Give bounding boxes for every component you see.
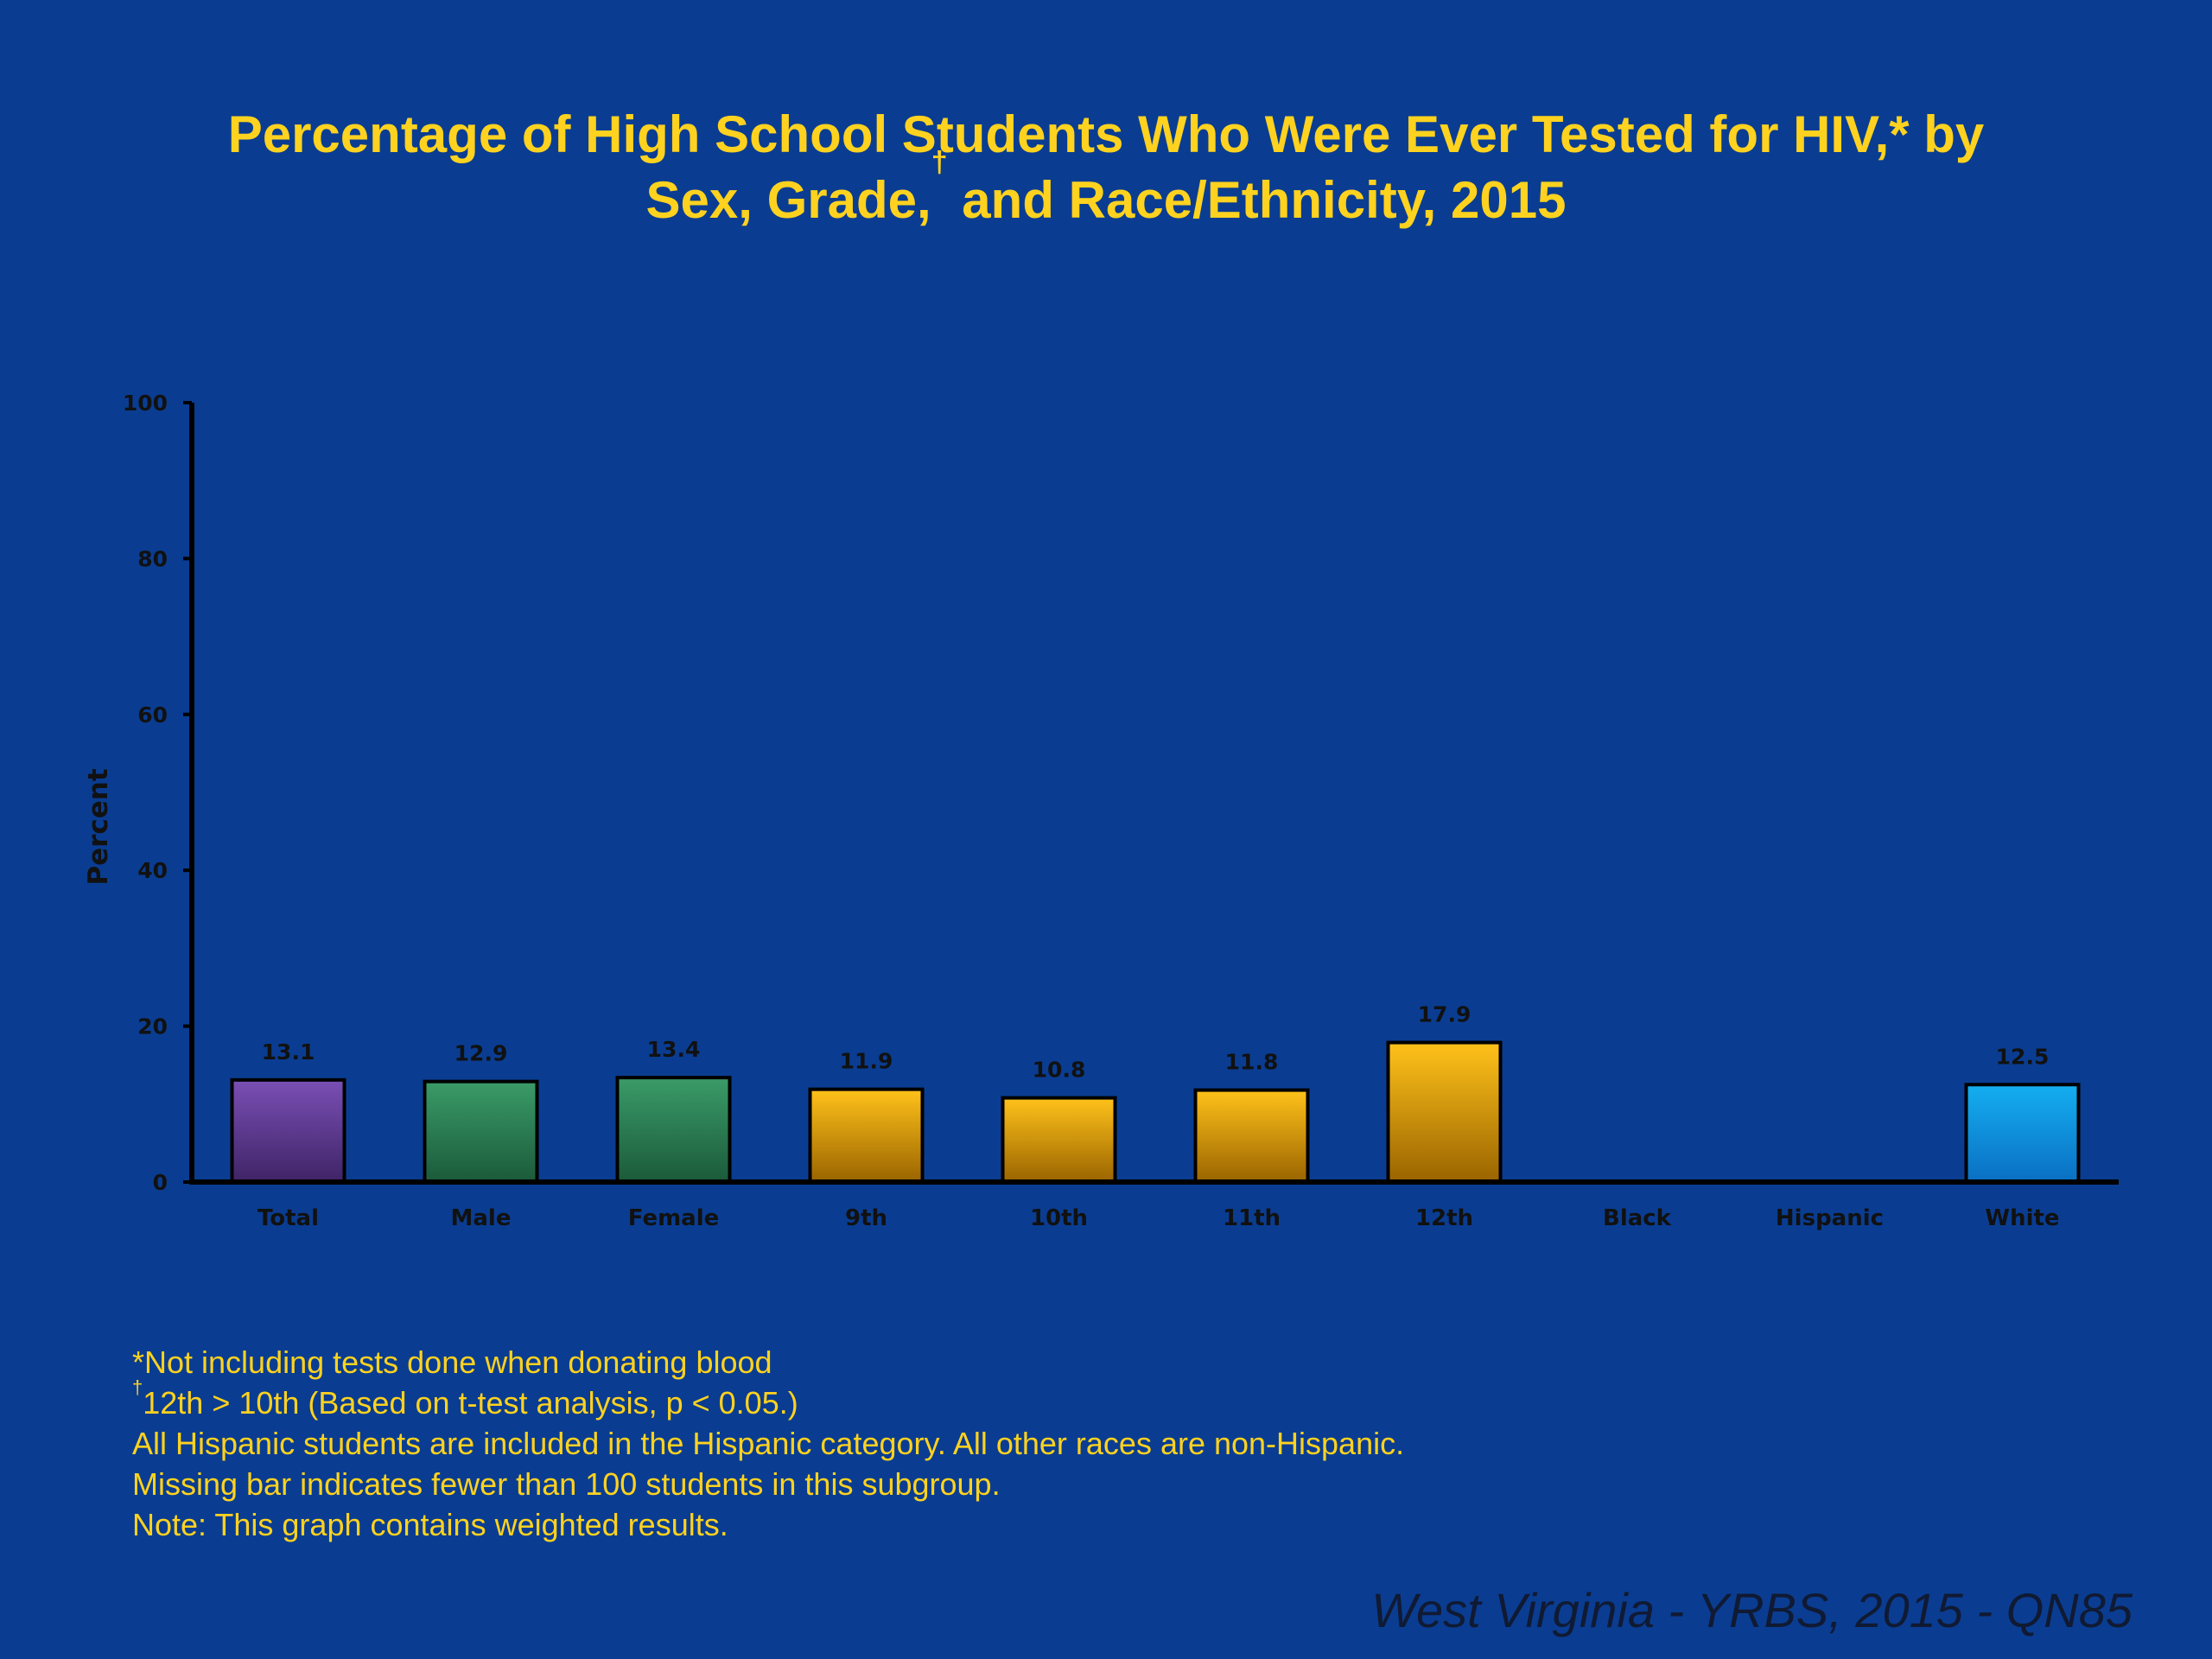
y-tick-label-0: 0 [153,1170,168,1195]
category-label-female: Female [628,1205,720,1231]
category-label-black: Black [1603,1205,1672,1231]
dagger-mark: † [931,146,948,179]
value-label-white: 12.5 [1996,1044,2050,1069]
category-label-total: Total [257,1205,319,1231]
value-label-9th: 11.9 [840,1049,893,1074]
bar-10th [1001,1096,1117,1184]
bar-white [1964,1083,2081,1184]
value-label-12th: 17.9 [1418,1002,1471,1027]
category-label-12th: 12th [1415,1205,1473,1231]
bar-12th [1386,1040,1503,1184]
chart-title-line2-part1: Sex, Grade, [645,171,931,229]
value-label-11th: 11.8 [1225,1050,1279,1075]
footnotes: *Not including tests done when donating … [132,1342,1404,1545]
chart-title-line1: Percentage of High School Students Who W… [227,105,1985,163]
chart-title-line2: Sex, Grade,† and Race/Ethnicity, 2015 [0,148,2212,233]
footnote-3: All Hispanic students are included in th… [132,1426,1405,1461]
y-axis-title: Percent [83,768,114,886]
value-label-total: 13.1 [262,1039,315,1065]
category-label-9th: 9th [845,1205,887,1231]
category-label-10th: 10th [1030,1205,1088,1231]
footnote-4: Missing bar indicates fewer than 100 stu… [132,1466,1001,1502]
labels: 13.1 Total 12.9 Male 13.4 Female 11.9 9th 10.8 10… [83,391,2060,1231]
source-label: West Virginia - YRBS, 2015 - QN85 [1371,1583,2133,1637]
bars [230,1040,2081,1185]
chart-title-line2-part2: and Race/Ethnicity, 2015 [947,171,1567,229]
footnote-1: *Not including tests done when donating … [132,1344,772,1380]
footnote-5: Note: This graph contains weighted resul… [132,1507,728,1542]
y-tick-label-20: 20 [137,1014,168,1039]
chart-title: Percentage of High School Students Who W… [0,102,2212,233]
bar-9th [808,1087,925,1184]
bar-male [423,1079,539,1184]
y-tick-label-80: 80 [137,546,168,571]
y-tick-label-60: 60 [137,702,168,728]
y-tick-label-40: 40 [137,858,168,883]
bar-female [615,1076,732,1184]
footnote-2-dagger: † [132,1376,143,1398]
category-label-male: Male [451,1205,512,1231]
category-label-hispanic: Hispanic [1776,1205,1884,1231]
category-label-11th: 11th [1223,1205,1281,1231]
bar-total [230,1077,346,1185]
y-tick-label-100: 100 [123,391,168,416]
value-label-10th: 10.8 [1033,1058,1086,1083]
value-label-male: 12.9 [454,1041,508,1066]
bar-11th [1193,1088,1310,1184]
category-label-white: White [1985,1205,2059,1231]
value-label-female: 13.4 [647,1037,701,1062]
axes [183,401,2119,1185]
footnote-2-text: 12th > 10th (Based on t-test analysis, p… [143,1385,798,1421]
footnote-2: †12th > 10th (Based on t-test analysis, … [132,1378,1404,1423]
